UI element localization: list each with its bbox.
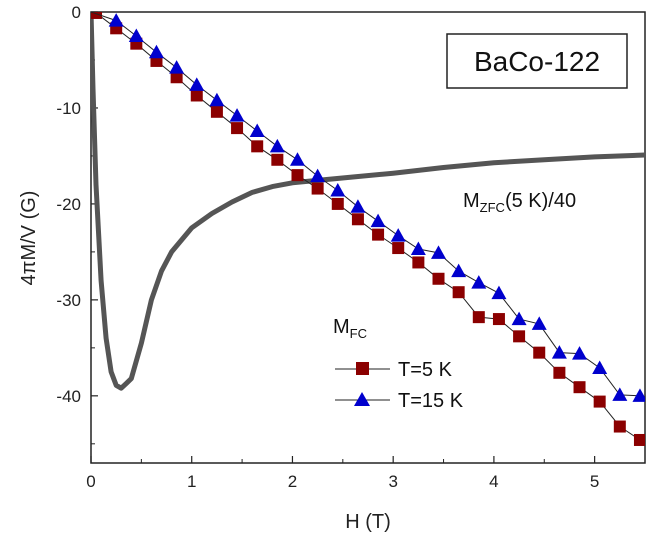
x-tick-label: 4 xyxy=(489,472,498,491)
point-5k xyxy=(150,54,163,67)
point-5k xyxy=(351,213,364,226)
legend-entry-15k: T=15 K xyxy=(335,390,464,412)
y-axis-title: 4πM/V (G) xyxy=(18,191,40,286)
legend-label-5k: T=5 K xyxy=(398,359,453,381)
y-tick-label: -20 xyxy=(56,195,81,214)
sample-label: BaCo-122 xyxy=(474,46,600,77)
point-15k xyxy=(471,275,487,289)
point-5k xyxy=(271,153,284,166)
legend-title: MFC xyxy=(333,316,367,341)
zfc-annotation: MZFC(5 K)/40 xyxy=(463,190,576,215)
point-15k xyxy=(350,199,366,213)
point-15k xyxy=(551,345,567,359)
point-15k xyxy=(451,263,467,278)
point-15k xyxy=(148,44,164,59)
point-5k xyxy=(91,12,103,19)
point-5k xyxy=(633,433,645,446)
point-5k xyxy=(513,330,526,343)
x-tick-label: 0 xyxy=(86,472,95,491)
point-15k xyxy=(289,152,305,166)
point-5k xyxy=(251,140,264,153)
series-line-15k xyxy=(91,12,641,397)
legend-marker-square xyxy=(356,362,369,375)
legend-title-sub: FC xyxy=(350,326,367,341)
zfc-annotation-suffix: (5 K)/40 xyxy=(505,190,576,212)
point-15k xyxy=(249,123,265,137)
y-tick-label: -30 xyxy=(56,291,81,310)
y-tick-label: -10 xyxy=(56,99,81,118)
point-5k xyxy=(190,89,203,102)
point-5k xyxy=(291,169,304,182)
point-5k xyxy=(432,272,445,285)
y-tick-label: 0 xyxy=(72,3,81,22)
point-5k xyxy=(170,71,183,84)
point-15k xyxy=(209,92,225,107)
point-15k xyxy=(592,360,608,375)
legend-marker-triangle xyxy=(354,392,370,406)
point-15k xyxy=(511,311,527,326)
point-15k xyxy=(128,28,144,42)
x-axis-title: H (T) xyxy=(345,511,391,533)
point-15k xyxy=(269,138,285,153)
legend-label-15k: T=15 K xyxy=(398,390,464,412)
legend-entry-5k: T=5 K xyxy=(335,359,453,381)
point-15k xyxy=(330,182,346,197)
point-5k xyxy=(412,256,425,269)
y-tick-label: -40 xyxy=(56,387,81,406)
point-5k xyxy=(613,420,626,433)
point-15k xyxy=(108,13,124,27)
legend-title-main: M xyxy=(333,316,350,338)
x-tick-label: 5 xyxy=(590,472,599,491)
point-5k xyxy=(573,381,586,394)
point-15k xyxy=(431,245,447,259)
point-5k xyxy=(331,197,344,210)
point-5k xyxy=(533,346,546,359)
point-15k xyxy=(612,387,628,401)
plot-frame xyxy=(90,11,646,464)
point-15k xyxy=(491,285,507,300)
sample-label-box: BaCo-122 xyxy=(446,33,628,89)
series-line-zfc xyxy=(91,12,645,391)
x-tick-label: 3 xyxy=(388,472,397,491)
point-5k xyxy=(210,105,223,118)
zfc-annotation-sub: ZFC xyxy=(480,200,505,215)
point-15k xyxy=(310,168,326,183)
point-5k xyxy=(231,122,244,135)
point-15k xyxy=(370,213,386,228)
legend: MFC T=5 K T=15 K xyxy=(333,316,464,412)
point-15k xyxy=(572,346,588,360)
x-axis: 0 1 2 3 4 5 xyxy=(86,456,599,491)
zfc-annotation-main: M xyxy=(463,190,480,212)
point-5k xyxy=(372,228,385,241)
point-15k xyxy=(189,77,205,91)
point-15k xyxy=(531,316,547,330)
point-5k xyxy=(593,395,606,408)
point-15k xyxy=(390,228,406,242)
point-15k xyxy=(632,388,645,402)
point-15k xyxy=(169,60,185,74)
point-5k xyxy=(492,313,505,326)
point-5k xyxy=(553,366,566,379)
x-tick-label: 2 xyxy=(288,472,297,491)
point-5k xyxy=(472,311,485,324)
point-5k xyxy=(452,286,465,299)
point-5k xyxy=(311,182,324,195)
point-15k xyxy=(229,108,245,122)
point-15k xyxy=(410,241,426,256)
x-tick-label: 1 xyxy=(187,472,196,491)
point-5k xyxy=(392,242,405,255)
